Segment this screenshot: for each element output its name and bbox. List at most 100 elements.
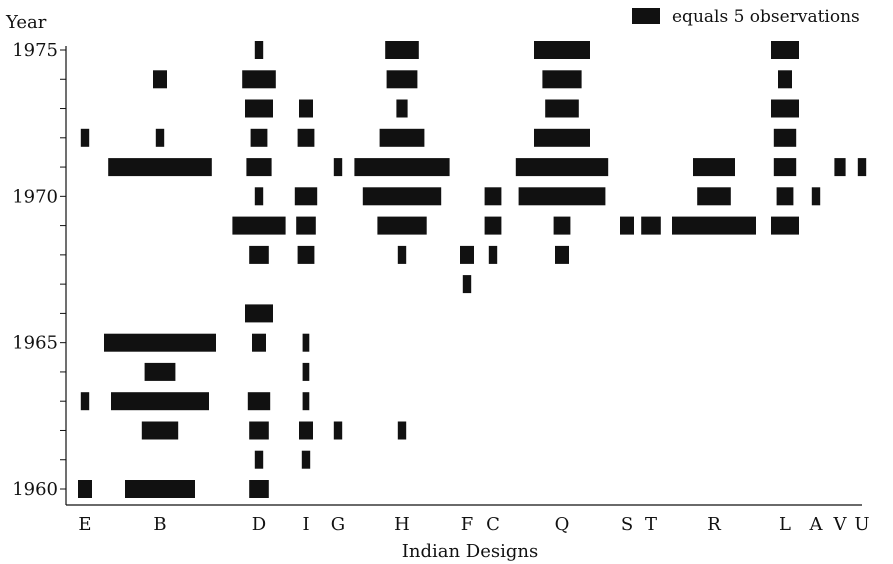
- bar-B-1974: [153, 70, 167, 89]
- legend-swatch: [632, 8, 660, 24]
- bar-Q-1970: [518, 187, 606, 206]
- bar-E-1972: [80, 128, 90, 147]
- bar-C-1970: [484, 187, 502, 206]
- bar-L-1973: [771, 99, 799, 118]
- bar-L-1974: [778, 70, 792, 89]
- bar-I-1964: [302, 362, 310, 381]
- bar-G-1971: [333, 158, 343, 177]
- bar-B-1965: [104, 333, 216, 352]
- y-tick-label: 1975: [12, 40, 58, 61]
- bar-B-1963: [111, 392, 209, 411]
- x-tick-label-F: F: [461, 514, 474, 535]
- y-tick-label: 1960: [12, 479, 58, 500]
- bar-D-1969: [232, 216, 286, 235]
- bar-R-1971: [693, 158, 735, 177]
- bar-L-1971: [773, 158, 797, 177]
- bar-I-1972: [297, 128, 315, 147]
- bar-D-1968: [249, 245, 269, 264]
- bar-D-1972: [250, 128, 268, 147]
- bar-L-1970: [776, 187, 794, 206]
- bar-D-1973: [245, 99, 273, 118]
- x-tick-label-B: B: [153, 514, 166, 535]
- bar-Q-1971: [515, 158, 609, 177]
- bar-R-1969: [672, 216, 756, 235]
- y-tick-label: 1965: [12, 333, 58, 354]
- bar-H-1968: [397, 245, 407, 264]
- bar-V-1971: [834, 158, 846, 177]
- bar-L-1972: [773, 128, 797, 147]
- bar-D-1960: [249, 480, 269, 498]
- x-tick-label-A: A: [809, 514, 824, 535]
- bar-I-1969: [296, 216, 316, 235]
- x-tick-label-H: H: [394, 514, 410, 535]
- bar-Q-1969: [553, 216, 571, 235]
- bar-T-1969: [641, 216, 661, 235]
- bar-I-1963: [302, 392, 310, 411]
- bar-S-1969: [620, 216, 634, 235]
- bar-D-1965: [252, 333, 266, 352]
- x-tick-label-L: L: [779, 514, 791, 535]
- x-tick-label-R: R: [707, 514, 721, 535]
- bar-C-1968: [488, 245, 498, 264]
- bar-D-1975: [254, 41, 264, 59]
- bar-I-1970: [294, 187, 318, 206]
- bar-H-1970: [362, 187, 442, 206]
- x-tick-label-I: I: [302, 514, 309, 535]
- y-ticks: 1960 1965 1970 1975: [12, 40, 66, 500]
- bar-Q-1968: [555, 245, 569, 264]
- bar-D-1970: [254, 187, 264, 206]
- bar-Q-1972: [534, 128, 590, 147]
- bar-B-1972: [155, 128, 165, 147]
- bar-R-1970: [697, 187, 731, 206]
- bar-Q-1973: [545, 99, 579, 118]
- legend-label: equals 5 observations: [672, 7, 860, 27]
- bar-G-1962: [333, 421, 343, 440]
- bar-A-1970: [811, 187, 821, 206]
- bar-H-1969: [377, 216, 427, 235]
- bar-B-1964: [144, 362, 176, 381]
- bar-H-1975: [385, 41, 419, 59]
- bar-Q-1974: [542, 70, 582, 89]
- bar-D-1971: [246, 158, 272, 177]
- bar-H-1973: [396, 99, 408, 118]
- legend: equals 5 observations: [632, 7, 860, 27]
- bar-D-1963: [247, 392, 271, 411]
- bar-B-1960: [125, 480, 195, 498]
- bar-E-1963: [80, 392, 90, 411]
- bar-L-1969: [771, 216, 799, 235]
- x-tick-label-D: D: [252, 514, 266, 535]
- bar-Q-1975: [534, 41, 590, 59]
- bar-F-1967: [462, 275, 472, 294]
- bar-L-1975: [771, 41, 799, 59]
- bar-D-1974: [242, 70, 276, 89]
- x-tick-label-T: T: [645, 514, 657, 535]
- bar-H-1974: [386, 70, 418, 89]
- x-tick-label-S: S: [621, 514, 633, 535]
- bar-E-1960: [78, 480, 92, 498]
- bar-C-1969: [484, 216, 502, 235]
- bar-H-1971: [354, 158, 450, 177]
- y-axis-title: Year: [5, 12, 47, 33]
- x-tick-label-V: V: [833, 514, 848, 535]
- bar-H-1962: [397, 421, 407, 440]
- x-tick-label-G: G: [331, 514, 345, 535]
- bar-I-1961: [301, 450, 311, 469]
- bar-D-1961: [254, 450, 264, 469]
- bar-B-1962: [141, 421, 179, 440]
- x-tick-label-C: C: [486, 514, 500, 535]
- x-tick-label-U: U: [854, 514, 869, 535]
- x-axis-title: Indian Designs: [402, 541, 538, 562]
- bar-D-1966: [245, 304, 273, 323]
- bar-D-1962: [249, 421, 269, 440]
- bar-I-1962: [299, 421, 313, 440]
- bar-I-1968: [297, 245, 315, 264]
- bar-I-1965: [302, 333, 310, 352]
- bar-H-1972: [379, 128, 425, 147]
- bar-B-1971: [108, 158, 212, 177]
- x-tick-label-E: E: [78, 514, 91, 535]
- x-tick-label-Q: Q: [555, 514, 570, 535]
- observation-bars: [78, 41, 867, 498]
